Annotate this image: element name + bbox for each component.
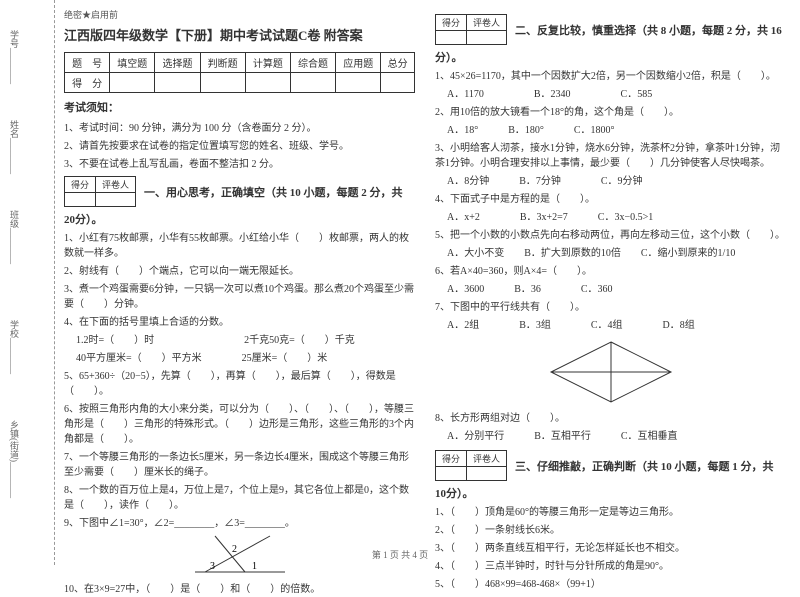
- choice-2: 2、用10倍的放大镜看一个18°的角，这个角是（ ）。: [435, 105, 786, 120]
- choice-8: 8、长方形两组对边（ ）。: [435, 411, 786, 426]
- choice-2-opts: A．18° B．180° C．1800°: [447, 123, 786, 138]
- choice-6: 6、若A×40=360，则A×4=（ ）。: [435, 264, 786, 279]
- choice-4: 4、下面式子中是方程的是（ ）。: [435, 192, 786, 207]
- question-5: 5、65+360÷（20−5），先算（ ），再算（ ），最后算（ ），得数是（ …: [64, 369, 415, 399]
- mini-cell: [65, 193, 96, 207]
- hdr-cell: 总分: [381, 53, 415, 73]
- svg-text:1: 1: [252, 561, 257, 572]
- hdr-cell: 综合题: [290, 53, 335, 73]
- question-7: 7、一个等腰三角形的一条边长5厘米，另一条边长4厘米，围成这个等腰三角形至少需要…: [64, 450, 415, 480]
- stub-field-school: 学校________: [8, 320, 21, 374]
- choice-1: 1、45×26=1170，其中一个因数扩大2倍，另一个因数缩小2倍，积是（ ）。: [435, 69, 786, 84]
- rhombus-figure: [541, 337, 681, 407]
- question-4a: 1.2时=（ ）时 2千克50克=（ ）千克: [76, 333, 415, 348]
- question-9h: 9、下图中∠1=30°，∠2=________，∠3=________。: [64, 516, 415, 531]
- judge-1: 1、（ ）顶角是60°的等腰三角形一定是等边三角形。: [435, 505, 786, 520]
- choice-1-opts: A．1170 B．2340 C．585: [447, 87, 786, 102]
- score-cell: 得 分: [65, 73, 110, 93]
- hdr-cell: 应用题: [336, 53, 381, 73]
- judge-4: 4、（ ）三点半钟时，时针与分针所成的角是90°。: [435, 559, 786, 574]
- score-cell: [155, 73, 200, 93]
- score-cell: [200, 73, 245, 93]
- mini-cell: 得分: [436, 451, 467, 467]
- score-cell: [381, 73, 415, 93]
- grader-box: 得分评卷人: [435, 14, 507, 45]
- left-column: 绝密★启用前 江西版四年级数学【下册】期中考试试题C卷 附答案 题 号 填空题 …: [64, 8, 415, 532]
- stub-field-town: 乡镇(街道)________: [8, 420, 21, 498]
- choice-8-opts: A．分别平行 B．互相平行 C．互相垂直: [447, 429, 786, 444]
- question-2: 2、射线有（ ）个端点，它可以向一端无限延长。: [64, 264, 415, 279]
- rhombus-svg: [541, 337, 681, 407]
- mini-cell: [436, 31, 467, 45]
- choice-5-opts: A．大小不变 B．扩大到原数的10倍 C．缩小到原来的1/10: [447, 246, 786, 261]
- hdr-cell: 选择题: [155, 53, 200, 73]
- question-6: 6、按照三角形内角的大小来分类，可以分为（ ）、（ ）、（ ），等腰三角形是（ …: [64, 402, 415, 447]
- confidential-mark: 绝密★启用前: [64, 8, 415, 21]
- score-cell: [290, 73, 335, 93]
- section1-header: 得分评卷人 一、用心思考，正确填空（共 10 小题，每题 2 分，共: [64, 176, 415, 207]
- section1-title: 一、用心思考，正确填空（共 10 小题，每题 2 分，共: [144, 184, 403, 200]
- choice-4-opts: A．x+2 B．3x+2=7 C．3x−0.5>1: [447, 210, 786, 225]
- mini-cell: 得分: [65, 177, 96, 193]
- hdr-cell: 计算题: [245, 53, 290, 73]
- hdr-cell: 填空题: [110, 53, 155, 73]
- question-10: 10、在3×9=27中，（ ）是（ ）和（ ）的倍数。: [64, 582, 415, 597]
- exam-title: 江西版四年级数学【下册】期中考试试题C卷 附答案: [64, 25, 415, 44]
- question-4b: 40平方厘米=（ ）平方米 25厘米=（ ）米: [76, 351, 415, 366]
- notice-header: 考试须知：: [64, 99, 415, 115]
- grader-box: 得分评卷人: [64, 176, 136, 207]
- hdr-cell: 判断题: [200, 53, 245, 73]
- notice-item: 1、考试时间：90 分钟，满分为 100 分（含卷面分 2 分）。: [64, 119, 415, 134]
- notice-item: 2、请首先按要求在试卷的指定位置填写您的姓名、班级、学号。: [64, 137, 415, 152]
- svg-text:3: 3: [210, 561, 215, 572]
- mini-cell: [436, 467, 467, 481]
- stub-field-class: 班级________: [8, 210, 21, 264]
- mini-cell: 评卷人: [96, 177, 136, 193]
- section2-title: 二、反复比较，慎重选择（共 8 小题，每题 2 分，共 16: [515, 22, 782, 38]
- choice-6-opts: A．3600 B．36 C．360: [447, 282, 786, 297]
- score-cell: [336, 73, 381, 93]
- section2-cont: 分）。: [435, 49, 786, 65]
- score-cell: [245, 73, 290, 93]
- section3-header: 得分评卷人 三、仔细推敲，正确判断（共 10 小题，每题 1 分，共: [435, 450, 786, 481]
- stub-field-id: 学号________: [8, 30, 21, 84]
- question-8: 8、一个数的百万位上是4，万位上是7，个位上是9，其它各位上都是0，这个数是（ …: [64, 483, 415, 513]
- choice-5: 5、把一个小数的小数点先向右移动两位，再向左移动三位，这个小数（ ）。: [435, 228, 786, 243]
- choice-3: 3、小明给客人沏茶，接水1分钟，烧水6分钟，洗茶杯2分钟，拿茶叶1分钟，沏茶1分…: [435, 141, 786, 171]
- page-footer: 第 1 页 共 4 页: [0, 548, 800, 561]
- mini-cell: 评卷人: [467, 15, 507, 31]
- mini-cell: [467, 31, 507, 45]
- choice-7: 7、下图中的平行线共有（ ）。: [435, 300, 786, 315]
- question-4h: 4、在下面的括号里填上合适的分数。: [64, 315, 415, 330]
- judge-2: 2、（ ）一条射线长6米。: [435, 523, 786, 538]
- score-summary-table: 题 号 填空题 选择题 判断题 计算题 综合题 应用题 总分 得 分: [64, 52, 415, 93]
- section3-cont: 10分）。: [435, 485, 786, 501]
- section2-header: 得分评卷人 二、反复比较，慎重选择（共 8 小题，每题 2 分，共 16: [435, 14, 786, 45]
- question-1: 1、小红有75枚邮票，小华有55枚邮票。小红给小华（ ）枚邮票，两人的枚数就一样…: [64, 231, 415, 261]
- score-cell: [110, 73, 155, 93]
- choice-3-opts: A．8分钟 B．7分钟 C．9分钟: [447, 174, 786, 189]
- mini-cell: [467, 467, 507, 481]
- hdr-cell: 题 号: [65, 53, 110, 73]
- mini-cell: [96, 193, 136, 207]
- grader-box: 得分评卷人: [435, 450, 507, 481]
- right-column: 得分评卷人 二、反复比较，慎重选择（共 8 小题，每题 2 分，共 16 分）。…: [435, 8, 786, 532]
- question-3: 3、煮一个鸡蛋需要6分钟，一只锅一次可以煮10个鸡蛋。那么煮20个鸡蛋至少需要（…: [64, 282, 415, 312]
- notice-item: 3、不要在试卷上乱写乱画，卷面不整洁扣 2 分。: [64, 155, 415, 170]
- mini-cell: 得分: [436, 15, 467, 31]
- choice-7-opts: A．2组 B．3组 C．4组 D．8组: [447, 318, 786, 333]
- judge-5: 5、（ ）468×99=468-468×（99+1）: [435, 577, 786, 592]
- section1-cont: 20分）。: [64, 211, 415, 227]
- section3-title: 三、仔细推敲，正确判断（共 10 小题，每题 1 分，共: [515, 458, 774, 474]
- mini-cell: 评卷人: [467, 451, 507, 467]
- page-content: 绝密★启用前 江西版四年级数学【下册】期中考试试题C卷 附答案 题 号 填空题 …: [60, 0, 790, 540]
- stub-field-name: 姓名________: [8, 120, 21, 174]
- binding-margin: 学号________ 姓名________ 班级________ 学校_____…: [0, 0, 55, 565]
